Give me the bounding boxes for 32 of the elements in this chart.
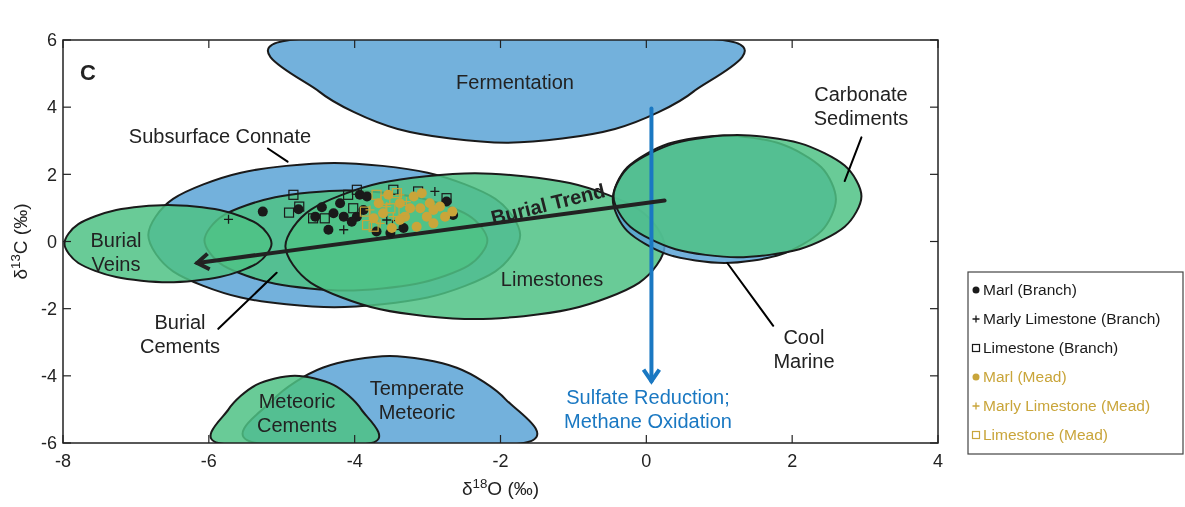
y-tick-label: 6 [46,30,57,51]
annotation: Fermentation [456,71,574,93]
annotation: Burial Cements [139,311,221,357]
x-tick-label: -2 [492,451,509,471]
legend-label: Marly Limestone (Mead) [983,397,1151,415]
x-tick-label: -4 [346,451,363,471]
annotation: Cool Marine [773,326,835,372]
legend-label: Marly Limestone (Branch) [983,310,1161,328]
legend-label: Limestone (Mead) [983,426,1108,444]
y-tick-label: -4 [40,366,57,387]
annotation: Burial Veins [90,229,142,275]
y-tick-label: -2 [40,298,57,319]
x-tick-label: -6 [200,451,217,471]
annotation: Limestones [500,268,604,290]
annotation: Carbonate Sediments [813,83,909,129]
y-tick-label: 2 [46,164,57,185]
x-tick-label: 0 [641,451,652,471]
annotation: C [80,59,96,85]
x-tick-label: -8 [54,451,72,471]
x-axis-title: δ$^{18}$O (‰) [461,475,540,499]
annotation: Sulfate Reduction; Methane Oxidation [564,386,732,432]
annotation: Meteoric Cements [256,390,338,436]
y-tick-label: 4 [46,97,57,118]
annotation: Subsurface Connate [128,125,312,147]
y-tick-label: -6 [40,433,57,454]
x-tick-label: 2 [787,451,798,471]
legend-label: Marl (Branch) [983,281,1077,299]
annotation: Temperate Meteoric [369,377,465,423]
x-tick-label: 4 [932,451,944,471]
legend-label: Limestone (Branch) [983,339,1119,357]
legend-label: Marl (Mead) [983,368,1067,386]
y-tick-label: 0 [46,231,57,252]
